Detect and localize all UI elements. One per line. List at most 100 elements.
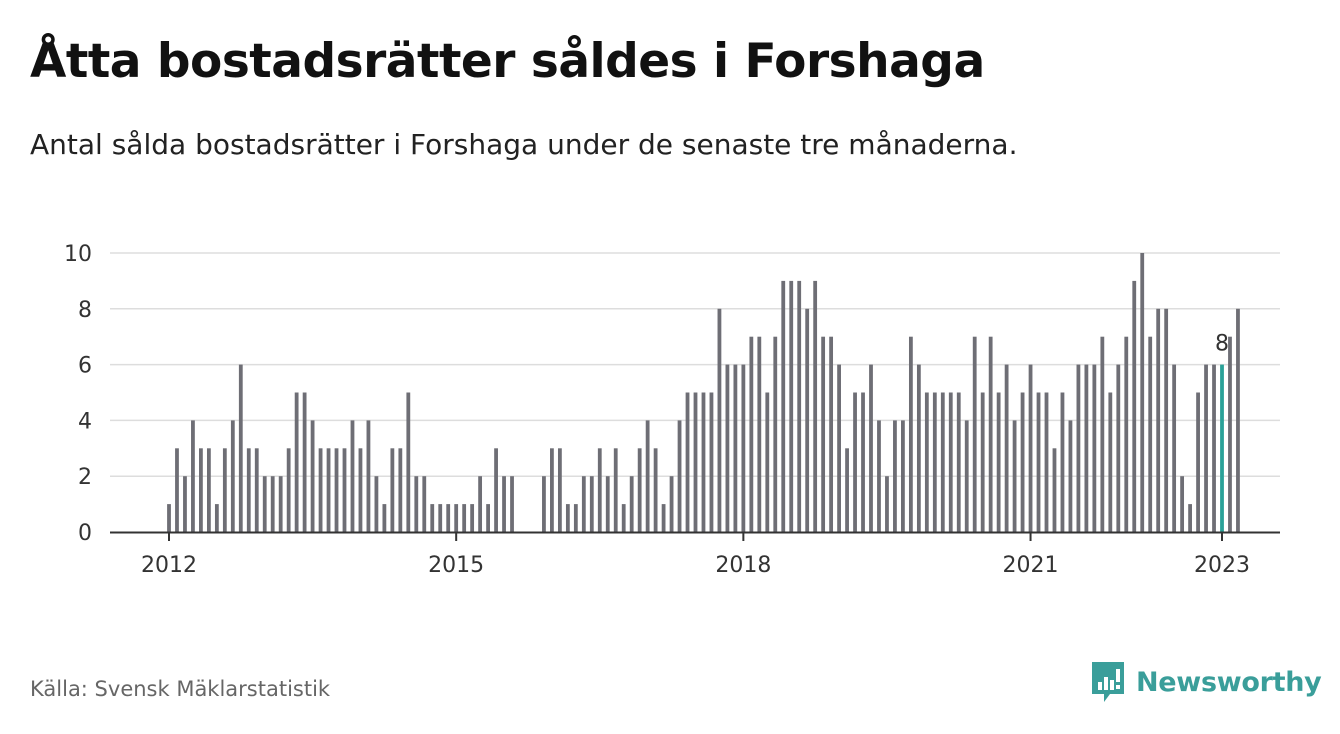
bar <box>573 504 578 532</box>
bar <box>1212 364 1216 532</box>
bar <box>1108 392 1113 532</box>
bar <box>1004 364 1009 532</box>
y-tick-label: 10 <box>64 242 92 267</box>
bar <box>797 280 802 532</box>
bar <box>589 476 594 532</box>
bar <box>996 392 1001 532</box>
bar <box>853 392 857 532</box>
bar <box>757 336 762 532</box>
bar <box>175 448 179 532</box>
bar <box>366 420 371 532</box>
bar <box>262 476 267 532</box>
source-note: Källa: Svensk Mäklarstatistik <box>30 677 331 701</box>
x-tick-label: 2012 <box>141 553 197 578</box>
bar <box>821 336 826 532</box>
bar <box>781 280 786 532</box>
bar-highlight <box>1220 364 1224 532</box>
newsworthy-logo-icon <box>1092 662 1124 702</box>
bar <box>270 476 275 532</box>
bar <box>286 448 291 532</box>
bar <box>238 364 243 532</box>
bar <box>446 504 451 532</box>
bar <box>1196 392 1200 532</box>
bar <box>278 476 283 532</box>
bar <box>701 392 706 532</box>
bar <box>494 448 498 532</box>
chart-title: Åtta bostadsrätter såldes i Forshaga <box>30 34 985 89</box>
bar <box>470 504 475 532</box>
bar <box>1132 280 1137 532</box>
bar <box>1084 364 1089 532</box>
bar <box>1012 420 1017 532</box>
bar <box>893 420 897 532</box>
bar <box>1204 364 1208 532</box>
newsworthy-logo: Newsworthy <box>1090 660 1322 704</box>
bar <box>621 504 626 532</box>
bar <box>390 448 395 532</box>
bar <box>462 504 467 532</box>
bar <box>382 504 387 532</box>
bar <box>861 392 865 532</box>
bar <box>199 448 203 532</box>
bar <box>837 364 841 532</box>
bar <box>980 392 985 532</box>
bar <box>557 448 562 532</box>
bar <box>1172 364 1177 532</box>
bar <box>454 504 459 532</box>
bar <box>765 392 770 532</box>
bar <box>653 448 658 532</box>
x-tick-label: 2015 <box>428 553 484 578</box>
bar <box>956 392 961 532</box>
bar <box>877 420 881 532</box>
bar <box>510 476 514 532</box>
bar <box>334 448 339 532</box>
bar <box>813 280 818 532</box>
bar <box>605 476 610 532</box>
bar <box>869 364 873 532</box>
bar <box>693 392 698 532</box>
bar <box>502 476 506 532</box>
bar <box>246 448 251 532</box>
bar <box>1180 476 1185 532</box>
bar <box>406 392 411 532</box>
bar <box>1036 392 1041 532</box>
bar <box>717 308 722 532</box>
bar <box>222 448 227 532</box>
bar <box>1116 364 1121 532</box>
bar <box>1124 336 1129 532</box>
x-tick-label: 2018 <box>715 553 771 578</box>
bar <box>326 448 331 532</box>
brand-name: Newsworthy <box>1136 666 1322 698</box>
bar <box>398 448 403 532</box>
y-tick-label: 8 <box>78 298 92 323</box>
bar <box>1020 392 1025 532</box>
bar <box>829 336 834 532</box>
bar <box>901 420 905 532</box>
chart-subtitle: Antal sålda bostadsrätter i Forshaga und… <box>30 128 1018 161</box>
bar <box>565 504 570 532</box>
bar <box>1140 253 1145 532</box>
bar <box>645 420 650 532</box>
bar <box>581 476 586 532</box>
bar <box>478 476 483 532</box>
highlight-value-label: 8 <box>1215 332 1229 357</box>
bar <box>613 448 618 532</box>
bar <box>294 392 299 532</box>
bar <box>1060 392 1065 532</box>
bar <box>749 336 754 532</box>
bar <box>932 392 937 532</box>
bar <box>940 392 945 532</box>
bar <box>964 420 969 532</box>
bar <box>542 476 546 532</box>
bar <box>805 308 810 532</box>
bar <box>677 420 682 532</box>
bar <box>350 420 355 532</box>
bar <box>167 504 171 532</box>
bar <box>1164 308 1169 532</box>
bar <box>206 448 211 532</box>
bar <box>230 420 235 532</box>
y-tick-label: 0 <box>78 521 92 546</box>
bar <box>550 448 554 532</box>
bar <box>1092 364 1097 532</box>
bar <box>733 364 738 532</box>
